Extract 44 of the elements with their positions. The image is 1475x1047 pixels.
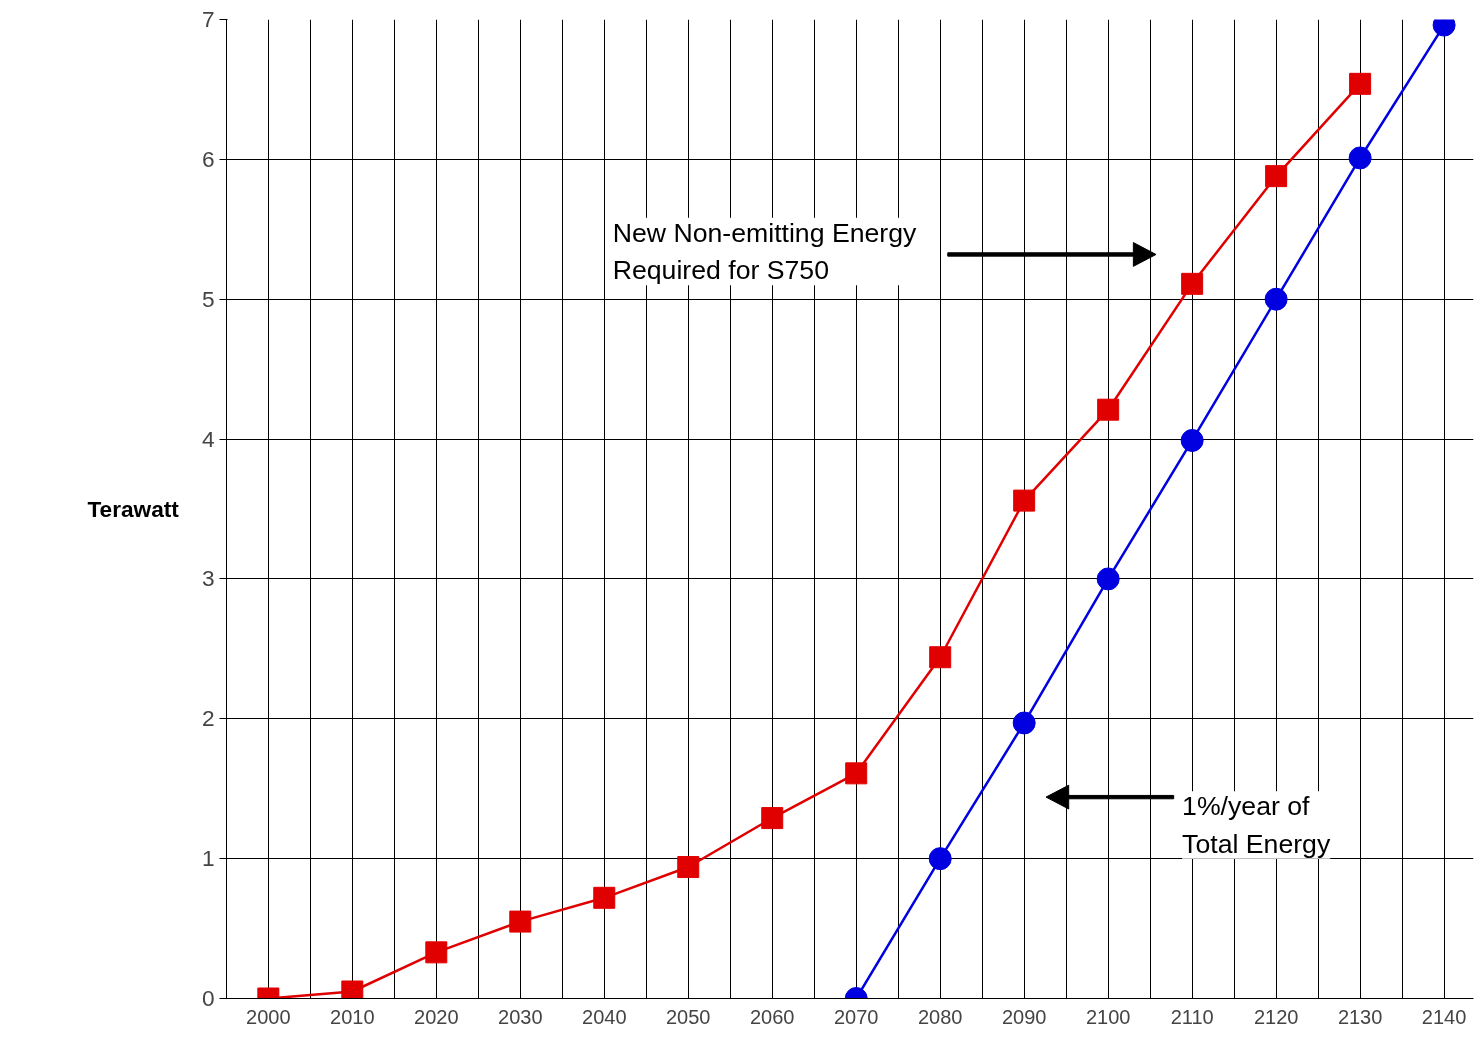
y-tick-label: 0 — [201, 985, 215, 1011]
y-tick-label: 6 — [201, 145, 215, 172]
x-tick-label: 2070 — [833, 1005, 879, 1028]
point — [1181, 272, 1204, 295]
point — [1264, 287, 1288, 311]
x-tick-label: 2120 — [1253, 1005, 1299, 1028]
point — [845, 762, 868, 785]
x-tick-label: 2100 — [1085, 1005, 1131, 1028]
point — [509, 910, 532, 933]
x-tick-label: 2080 — [917, 1005, 963, 1028]
point — [1097, 398, 1120, 421]
annotation: 1%/year of Total Energy — [1182, 791, 1331, 859]
point — [425, 941, 448, 964]
x-tick-label: 2090 — [1001, 1005, 1047, 1028]
y-tick-label: 7 — [201, 6, 215, 32]
x-tick-label: 2010 — [330, 1005, 375, 1028]
point — [593, 886, 616, 909]
x-tick-label: 2020 — [414, 1005, 459, 1028]
x-tick-label: 2030 — [498, 1005, 543, 1028]
x-tick-label: 2110 — [1170, 1005, 1214, 1028]
point — [677, 856, 700, 879]
x-tick-label: 2040 — [582, 1005, 627, 1028]
y-axis-title: Terawatt — [87, 496, 180, 522]
point — [1265, 165, 1288, 188]
point — [1348, 146, 1372, 170]
x-tick-label: 2060 — [749, 1005, 795, 1028]
y-tick-label: 4 — [201, 425, 215, 452]
annotation: New Non-emitting Energy Required for S750 — [612, 217, 918, 286]
point — [1349, 72, 1372, 95]
point — [1180, 428, 1204, 452]
y-tick-label: 2 — [201, 705, 215, 732]
point — [929, 646, 952, 669]
point — [928, 847, 952, 871]
point — [761, 807, 784, 830]
x-tick-label: 2140 — [1421, 1005, 1467, 1028]
y-tick-label: 1 — [201, 845, 215, 872]
point — [1096, 567, 1120, 591]
x-tick-label: 2000 — [246, 1005, 291, 1028]
point — [1013, 489, 1036, 512]
point — [1012, 711, 1036, 735]
y-tick-label: 3 — [201, 565, 215, 592]
x-tick-label: 2050 — [666, 1005, 711, 1028]
x-tick-label: 2130 — [1337, 1005, 1383, 1028]
y-tick-label: 5 — [201, 285, 215, 312]
